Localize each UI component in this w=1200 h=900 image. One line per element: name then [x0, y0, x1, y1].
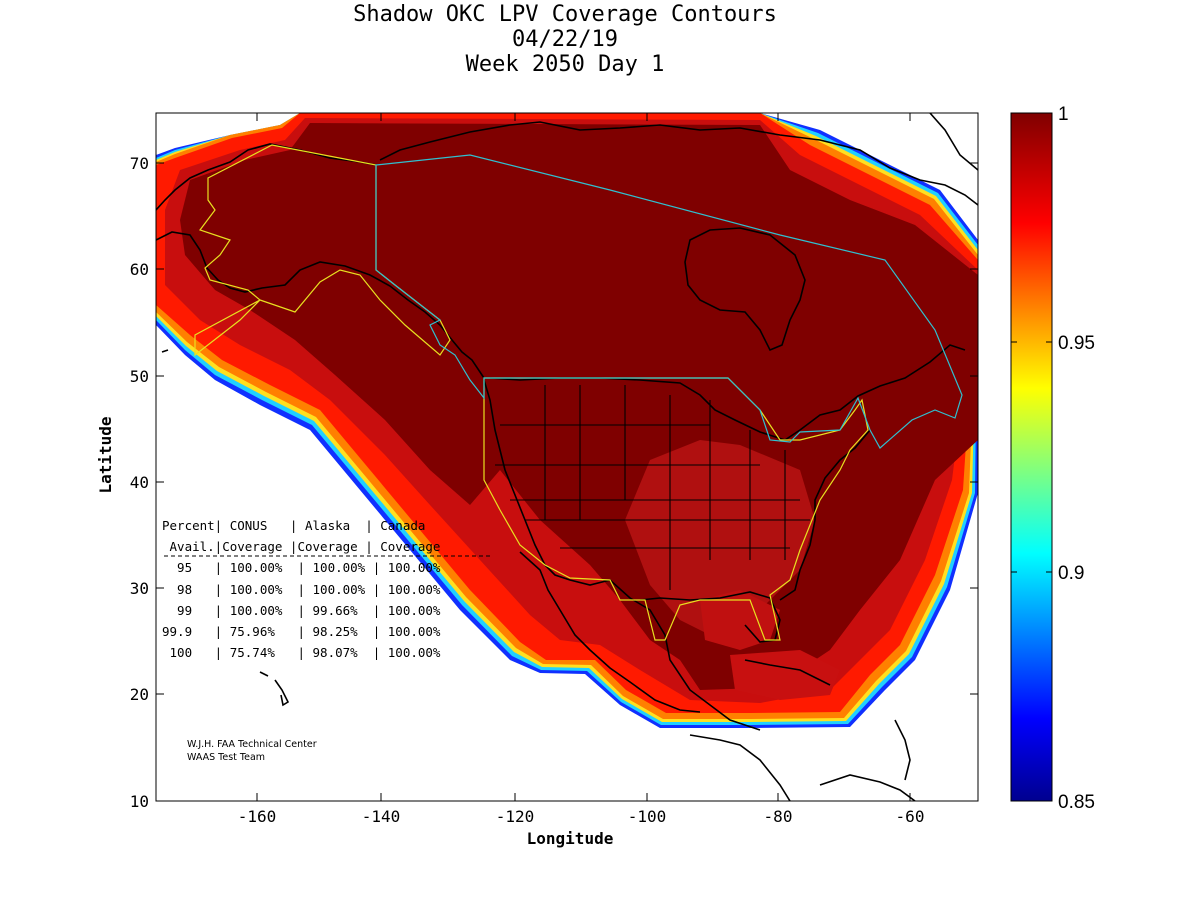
coverage-table: Percent| CONUS | Alaska | Canada Avail.|…: [162, 518, 492, 660]
credit-line-1: W.J.H. FAA Technical Center: [187, 739, 317, 750]
plot-frame: [155, 112, 979, 802]
x-tick-label: -160: [238, 807, 277, 826]
table-row: 100 | 75.74% | 98.07% | 100.00%: [162, 645, 441, 660]
y-axis-label: Latitude: [96, 416, 115, 493]
colorbar-gradient: [1010, 112, 1053, 802]
coverage-patch-gulf: [700, 590, 780, 650]
y-tick-label: 70: [130, 154, 149, 173]
credit-line-2: WAAS Test Team: [187, 752, 265, 763]
coastlines: [156, 113, 978, 801]
x-tick-label: -100: [628, 807, 667, 826]
table-header-row-2: Avail.|Coverage |Coverage | Coverage: [162, 539, 440, 554]
x-tick-label: -140: [362, 807, 401, 826]
x-tick-label: -80: [764, 807, 793, 826]
colorbar-ticks: [1011, 341, 1052, 573]
y-tick-label: 60: [130, 260, 149, 279]
table-row: 95 | 100.00% | 100.00% | 100.00%: [162, 560, 441, 575]
chart-title-line-1: Shadow OKC LPV Coverage Contours: [353, 2, 777, 27]
coverage-patch-conus: [625, 440, 815, 640]
colorbar-tick-label: 0.85: [1058, 792, 1095, 813]
colorbar-tick-label: 0.95: [1058, 333, 1095, 354]
y-tick-label: 50: [130, 367, 149, 386]
chart-title-line-3: Week 2050 Day 1: [465, 52, 665, 77]
x-tick-label: -60: [896, 807, 925, 826]
table-row: 99.9 | 75.96% | 98.25% | 100.00%: [162, 624, 441, 639]
y-tick-label: 30: [130, 579, 149, 598]
y-tick-label: 10: [130, 792, 149, 811]
colorbar-tick-label: 0.9: [1058, 563, 1084, 584]
colorbar-tick-label: 1: [1058, 104, 1069, 125]
table-row: 98 | 100.00% | 100.00% | 100.00%: [162, 582, 441, 597]
y-tick-label: 40: [130, 473, 149, 492]
map-plot-area: [156, 113, 978, 801]
canada-service-volume: [375, 154, 963, 449]
us-state-borders: [495, 385, 810, 590]
x-tick-label: -120: [496, 807, 535, 826]
colorbar: 1 0.95 0.9 0.85: [1010, 104, 1095, 813]
table-row: 99 | 100.00% | 99.66% | 100.00%: [162, 603, 441, 618]
x-axis-label: Longitude: [527, 829, 614, 848]
tick-marks: [156, 113, 978, 801]
chart-title-line-2: 04/22/19: [512, 27, 618, 52]
y-tick-label: 20: [130, 685, 149, 704]
table-header-row-1: Percent| CONUS | Alaska | Canada: [162, 518, 425, 533]
